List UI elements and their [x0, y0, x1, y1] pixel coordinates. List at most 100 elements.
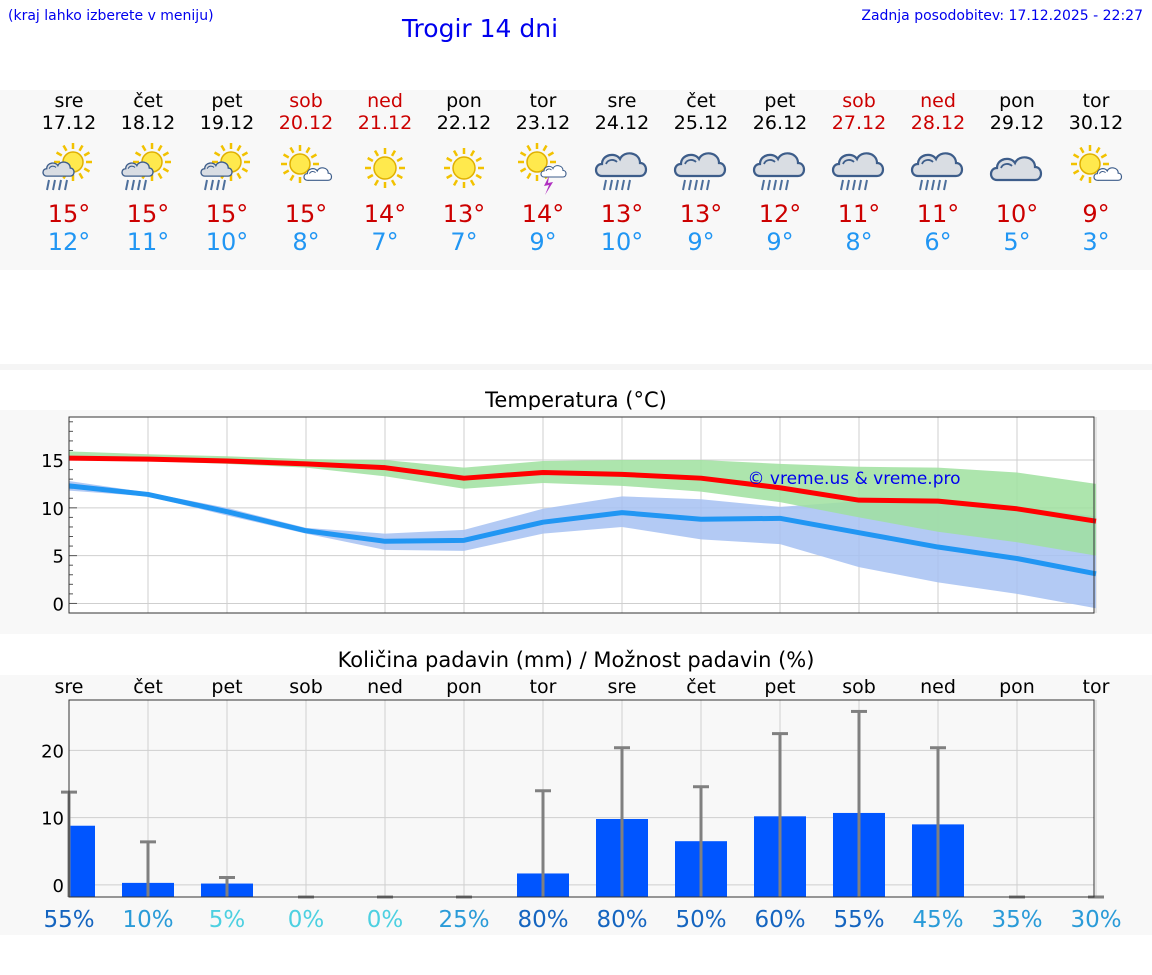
temp-min: 9° — [529, 228, 557, 256]
day-date: 24.12 — [594, 112, 650, 134]
divider — [0, 364, 1152, 370]
temp-max: 14° — [521, 200, 565, 228]
temp-min: 9° — [766, 228, 794, 256]
day-column: sob 20.12 15° 8° — [266, 90, 346, 256]
temp-max: 13° — [600, 200, 644, 228]
temp-max: 14° — [363, 200, 407, 228]
day-column: čet 25.12 13° 9° — [661, 90, 741, 256]
cloud-rain-icon — [673, 152, 727, 191]
y-tick-label: 15 — [41, 451, 64, 472]
temp-min: 6° — [924, 228, 952, 256]
precip-probability: 0% — [367, 907, 404, 933]
day-column: pon 22.12 13° 7° — [424, 90, 504, 256]
day-date: 30.12 — [1068, 112, 1124, 134]
y-tick-label: 10 — [41, 499, 64, 520]
temp-max: 15° — [126, 200, 170, 228]
day-date: 17.12 — [41, 112, 97, 134]
day-date: 18.12 — [120, 112, 176, 134]
temp-min: 8° — [845, 228, 873, 256]
category-label: tor — [1083, 676, 1110, 698]
day-column: pon 29.12 10° 5° — [977, 90, 1057, 256]
sun-cloud-rain-icon — [200, 143, 250, 191]
temp-min: 5° — [1003, 228, 1031, 256]
temp-max: 10° — [995, 200, 1039, 228]
temp-max: 12° — [758, 200, 802, 228]
temperature-chart-panel: 0 5 10 15 © vreme.us & vreme.pro — [0, 410, 1152, 634]
cloud-rain-icon — [594, 152, 648, 191]
category-label: ned — [920, 676, 956, 698]
day-date: 21.12 — [357, 112, 413, 134]
day-date: 20.12 — [278, 112, 334, 134]
category-label: sre — [608, 676, 637, 698]
precip-probability: 55% — [43, 907, 94, 933]
min-temp-line — [68, 483, 1097, 577]
day-column: pet 26.12 12° 9° — [740, 90, 820, 256]
temp-max: 15° — [205, 200, 249, 228]
precipitation-chart-panel: sre čet pet sob ned pon tor sre čet pet sob ned pon t… — [0, 675, 1152, 935]
cloud-rain-icon — [831, 152, 885, 191]
day-name: sob — [842, 90, 876, 112]
y-tick-label: 10 — [41, 809, 64, 830]
day-date: 22.12 — [436, 112, 492, 134]
precip-probability: 45% — [912, 907, 963, 933]
day-name: ned — [367, 90, 403, 112]
day-name: sob — [289, 90, 323, 112]
temp-max: 11° — [837, 200, 881, 228]
day-column: pet 19.12 15° 10° — [187, 90, 267, 256]
location-menu-hint[interactable]: (kraj lahko izberete v meniju) — [8, 8, 214, 24]
sun-small-cloud-icon — [281, 145, 333, 183]
category-label: čet — [133, 676, 163, 698]
day-name: pet — [764, 90, 796, 112]
temp-max: 11° — [916, 200, 960, 228]
temp-max: 15° — [47, 200, 91, 228]
temperature-chart: 0 5 10 15 © vreme.us & vreme.pro — [41, 416, 1097, 615]
precipitation-chart-title: Količina padavin (mm) / Možnost padavin … — [337, 648, 815, 672]
plot-frame — [68, 416, 1095, 614]
temp-min: 9° — [687, 228, 715, 256]
sun-small-cloud-icon — [1071, 145, 1123, 183]
precipitation-chart: sre čet pet sob ned pon tor sre čet pet sob ned pon t… — [41, 676, 1121, 933]
day-date: 27.12 — [831, 112, 887, 134]
plot-frame — [68, 699, 1095, 898]
temp-min: 11° — [126, 228, 170, 256]
temp-min: 7° — [450, 228, 478, 256]
category-label: sob — [289, 676, 323, 698]
category-label: pon — [999, 676, 1035, 698]
day-name: čet — [133, 90, 163, 112]
precip-probability: 60% — [754, 907, 805, 933]
y-tick-label: 0 — [53, 594, 64, 615]
y-tick-label: 20 — [41, 741, 64, 762]
cloud-rain-icon — [752, 152, 806, 191]
category-label: pon — [446, 676, 482, 698]
max-temp-line — [68, 455, 1097, 524]
temp-max: 13° — [442, 200, 486, 228]
day-column: ned 21.12 14° 7° — [345, 90, 425, 256]
page-title: Trogir 14 dni — [401, 14, 559, 43]
temp-max: 15° — [284, 200, 328, 228]
sun-icon — [365, 148, 405, 188]
sun-cloud-rain-icon — [42, 143, 92, 191]
category-label: sre — [55, 676, 84, 698]
precip-probability: 80% — [596, 907, 647, 933]
y-tick-label: 0 — [53, 876, 64, 897]
day-name: tor — [529, 90, 557, 112]
watermark: © vreme.us & vreme.pro — [747, 469, 960, 489]
day-column: sre 24.12 13° 10° — [582, 90, 662, 256]
precip-probability: 55% — [833, 907, 884, 933]
temp-min: 3° — [1082, 228, 1110, 256]
day-date: 28.12 — [910, 112, 966, 134]
sun-cloud-rain-icon — [121, 143, 171, 191]
category-label: sob — [842, 676, 876, 698]
temp-min: 7° — [371, 228, 399, 256]
temp-max: 9° — [1082, 200, 1110, 228]
day-name: tor — [1082, 90, 1110, 112]
category-label: ned — [367, 676, 403, 698]
precip-probability: 50% — [675, 907, 726, 933]
temp-min: 10° — [600, 228, 644, 256]
y-tick-label: 5 — [53, 547, 64, 568]
day-name: čet — [686, 90, 716, 112]
category-label: pet — [764, 676, 795, 698]
precip-probability: 35% — [991, 907, 1042, 933]
last-updated: Zadnja posodobitev: 17.12.2025 - 22:27 — [861, 8, 1143, 24]
day-date: 26.12 — [752, 112, 808, 134]
